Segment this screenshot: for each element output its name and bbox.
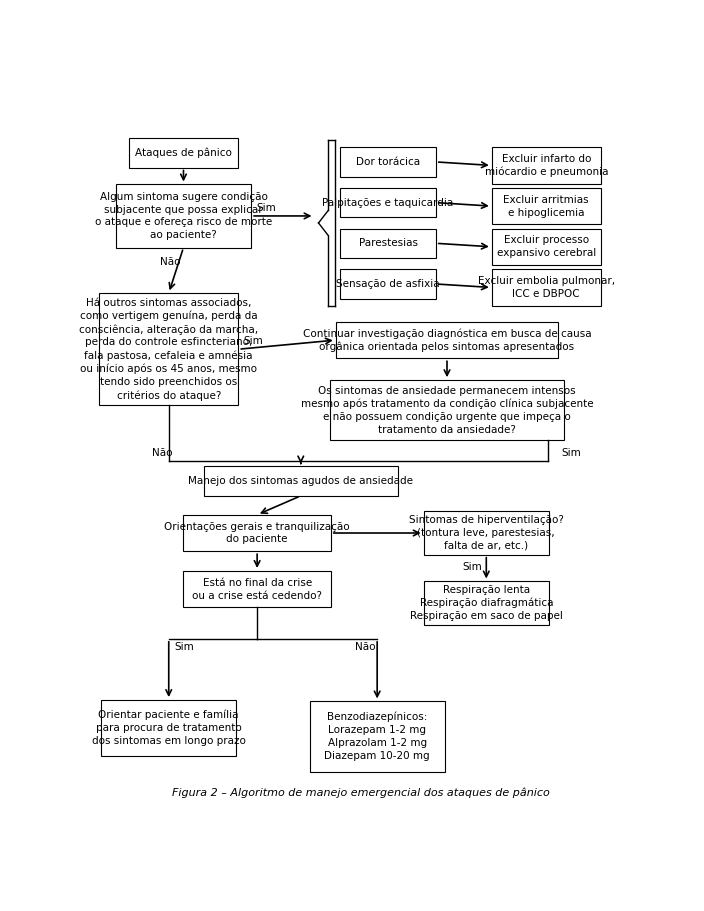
FancyBboxPatch shape (99, 293, 239, 405)
Text: Sim: Sim (256, 202, 276, 212)
FancyBboxPatch shape (424, 511, 549, 555)
Text: Palpitações e taquicardia: Palpitações e taquicardia (322, 198, 453, 208)
Text: Respiração lenta
Respiração diafragmática
Respiração em saco de papel: Respiração lenta Respiração diafragmátic… (410, 585, 562, 621)
Text: Manejo dos sintomas agudos de ansiedade: Manejo dos sintomas agudos de ansiedade (188, 476, 413, 486)
Text: Figura 2 – Algoritmo de manejo emergencial dos ataques de pânico: Figura 2 – Algoritmo de manejo emergenci… (172, 787, 550, 798)
FancyBboxPatch shape (336, 322, 558, 358)
FancyBboxPatch shape (101, 700, 237, 756)
Text: Ataques de pânico: Ataques de pânico (135, 148, 232, 159)
Text: Excluir infarto do
miócardio e pneumonia: Excluir infarto do miócardio e pneumonia (484, 154, 608, 177)
FancyBboxPatch shape (491, 270, 601, 306)
FancyBboxPatch shape (340, 148, 436, 177)
Text: Dor torácica: Dor torácica (356, 157, 420, 167)
Text: Algum sintoma sugere condição
subjacente que possa explicar
o ataque e ofereça r: Algum sintoma sugere condição subjacente… (95, 191, 272, 241)
Text: Continuar investigação diagnóstica em busca de causa
orgânica orientada pelos si: Continuar investigação diagnóstica em bu… (303, 328, 591, 352)
FancyBboxPatch shape (491, 188, 601, 224)
Text: Excluir embolia pulmonar,
ICC e DBPOC: Excluir embolia pulmonar, ICC e DBPOC (478, 276, 615, 299)
FancyBboxPatch shape (116, 184, 251, 248)
Text: Está no final da crise
ou a crise está cedendo?: Está no final da crise ou a crise está c… (192, 578, 322, 600)
FancyBboxPatch shape (329, 380, 565, 440)
Text: Sintomas de hiperventilação?
(tontura leve, parestesias,
falta de ar, etc.): Sintomas de hiperventilação? (tontura le… (409, 516, 564, 551)
Text: Parestesias: Parestesias (358, 239, 417, 249)
Text: Há outros sintomas associados,
como vertigem genuína, perda da
consciência, alte: Há outros sintomas associados, como vert… (79, 298, 258, 401)
FancyBboxPatch shape (310, 701, 445, 772)
Text: Excluir processo
expansivo cerebral: Excluir processo expansivo cerebral (497, 235, 596, 258)
Text: Sim: Sim (174, 642, 194, 652)
FancyBboxPatch shape (204, 466, 398, 496)
FancyBboxPatch shape (184, 515, 331, 551)
Text: Excluir arritmias
e hipoglicemia: Excluir arritmias e hipoglicemia (503, 195, 589, 218)
Text: Sim: Sim (244, 336, 263, 346)
FancyBboxPatch shape (491, 229, 601, 265)
FancyBboxPatch shape (340, 188, 436, 218)
Text: Não: Não (356, 642, 376, 652)
Text: Não: Não (152, 448, 173, 458)
FancyBboxPatch shape (184, 571, 331, 608)
Text: Orientações gerais e tranquilização
do paciente: Orientações gerais e tranquilização do p… (164, 522, 350, 545)
Text: Sim: Sim (463, 562, 482, 572)
FancyBboxPatch shape (491, 148, 601, 184)
FancyBboxPatch shape (129, 138, 238, 168)
FancyBboxPatch shape (340, 270, 436, 299)
Text: Sim: Sim (562, 448, 582, 458)
FancyBboxPatch shape (340, 229, 436, 258)
Text: Não: Não (160, 257, 180, 267)
Text: Orientar paciente e família
para procura de tratamento
dos sintomas em longo pra: Orientar paciente e família para procura… (92, 710, 246, 746)
Text: Os sintomas de ansiedade permanecem intensos
mesmo após tratamento da condição c: Os sintomas de ansiedade permanecem inte… (301, 385, 593, 435)
Text: Sensação de asfixia: Sensação de asfixia (337, 279, 440, 289)
FancyBboxPatch shape (424, 581, 549, 625)
Text: Benzodiazepínicos:
Lorazepam 1-2 mg
Alprazolam 1-2 mg
Diazepam 10-20 mg: Benzodiazepínicos: Lorazepam 1-2 mg Alpr… (325, 712, 430, 761)
